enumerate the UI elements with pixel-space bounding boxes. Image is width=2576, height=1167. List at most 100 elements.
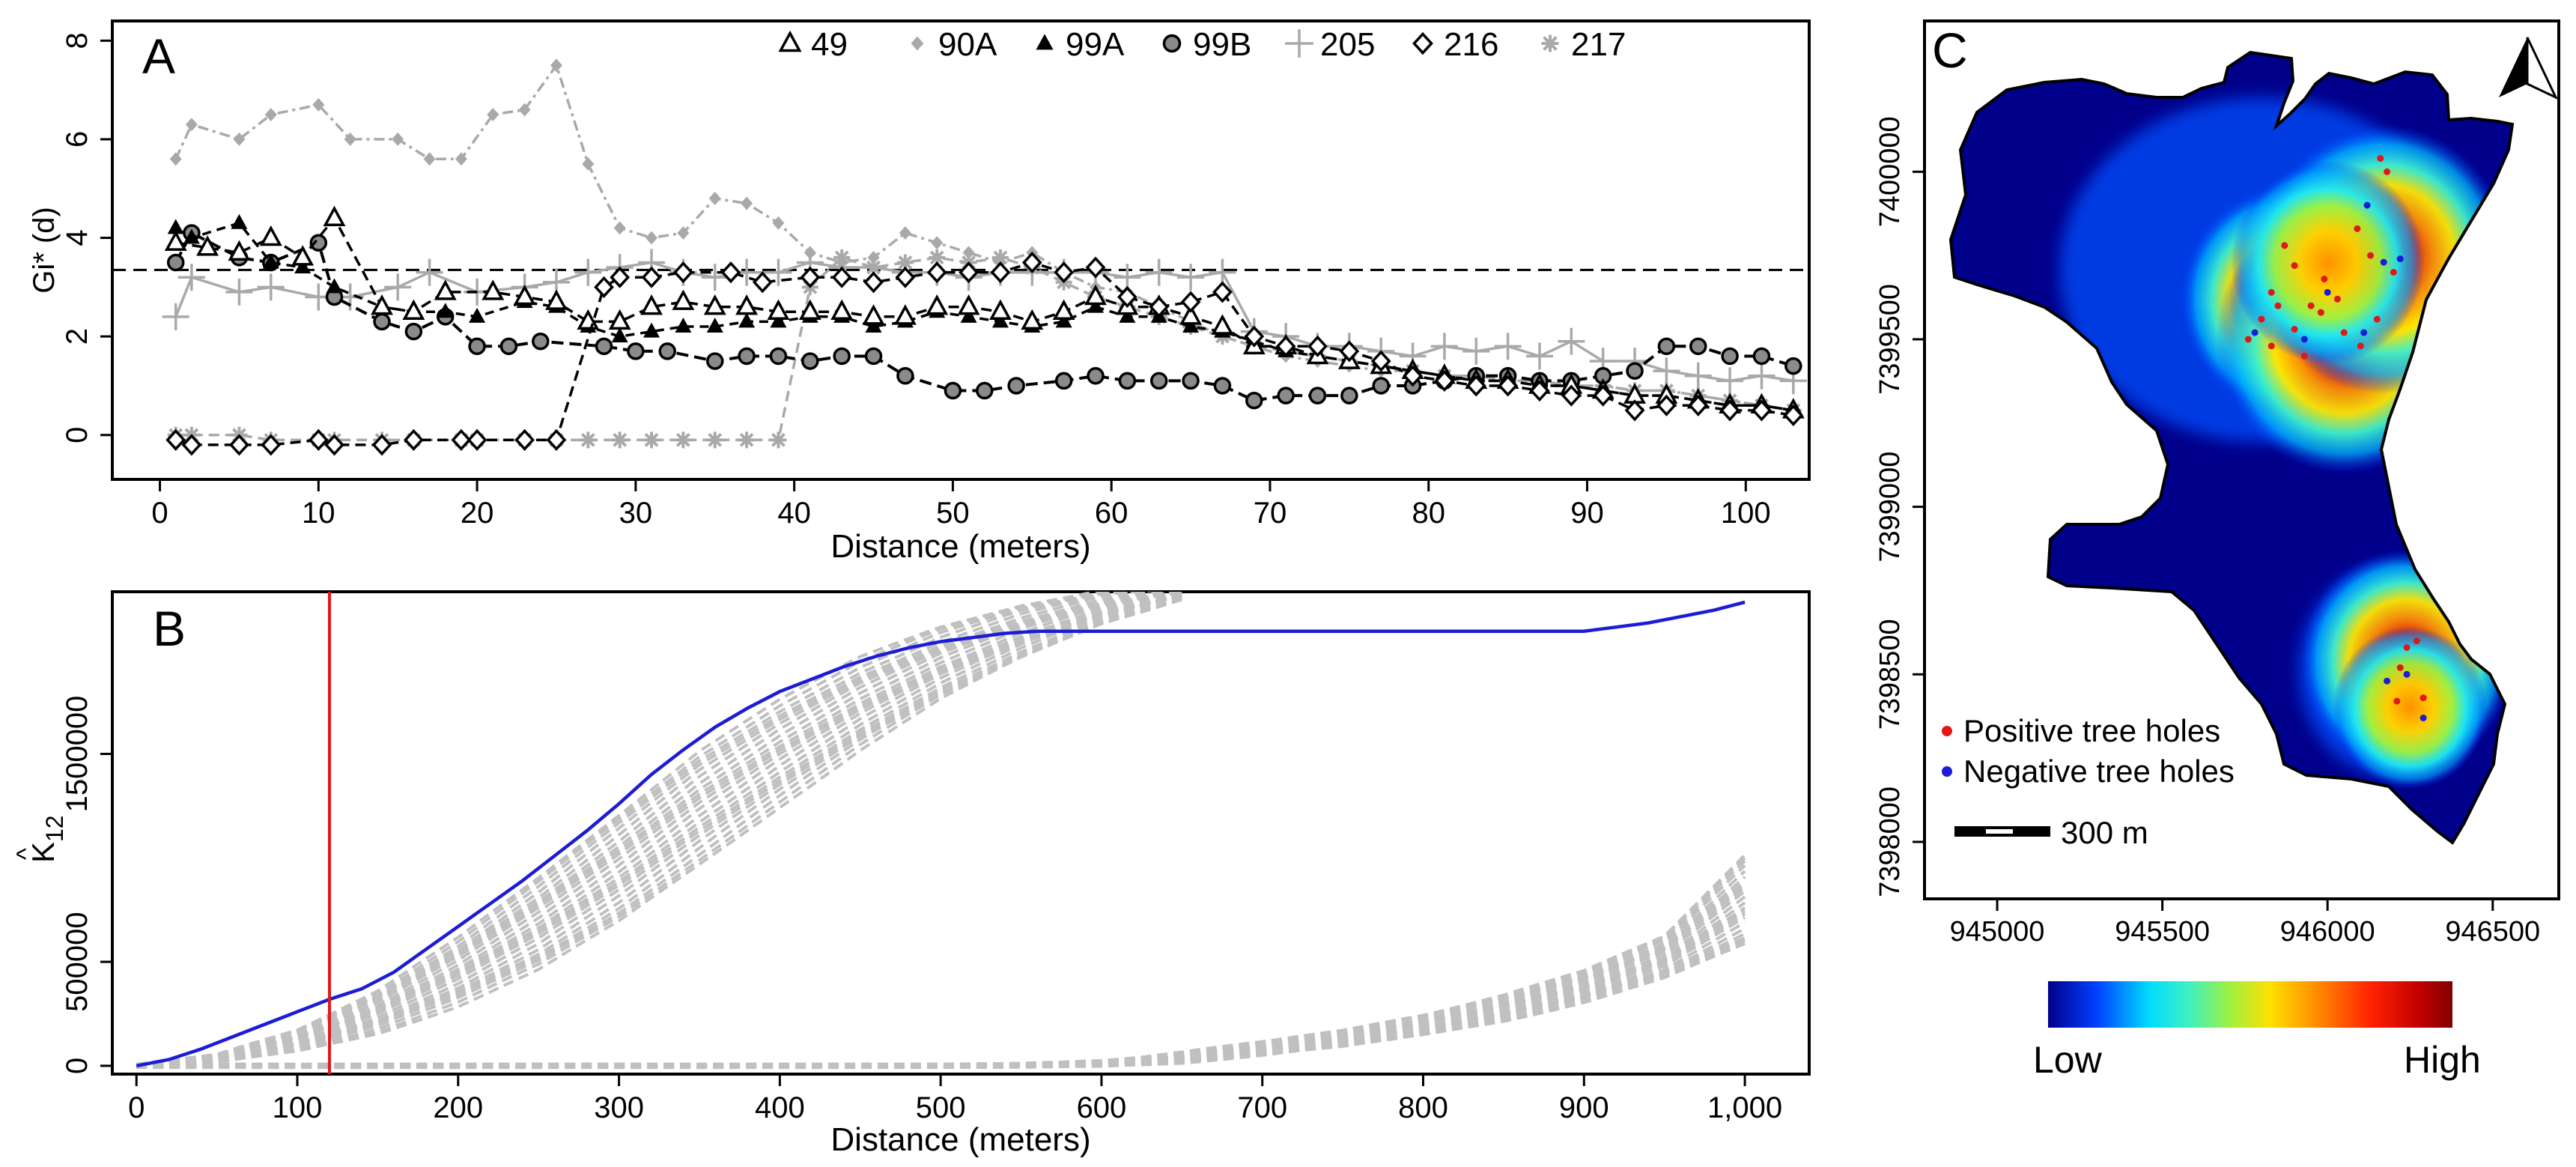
panel-b-ylabel-sub: 12: [41, 815, 68, 842]
legend-label: 217: [1571, 26, 1626, 63]
data-point: [929, 249, 946, 266]
simulation-line: [136, 883, 1746, 1070]
data-point: [833, 347, 851, 366]
data-point: [1752, 399, 1772, 422]
y-tick-label: 500000: [61, 912, 94, 1011]
legend-symbol: [1162, 34, 1182, 53]
hotspot: [2230, 160, 2425, 365]
positive-point: [2244, 336, 2252, 343]
data-point: [166, 253, 185, 272]
positive-point: [2258, 315, 2265, 323]
north-arrow-icon: [2499, 37, 2559, 100]
data-point: [594, 276, 614, 298]
data-point: [324, 434, 344, 456]
data-point: [770, 431, 787, 449]
data-point: [706, 318, 723, 333]
legend-negative-label: Negative tree holes: [1963, 754, 2235, 789]
data-point: [1430, 333, 1458, 360]
data-point: [1007, 377, 1025, 395]
data-point: [371, 294, 393, 315]
simulation-line: [136, 596, 1182, 1066]
data-point: [1117, 285, 1137, 309]
data-point: [675, 318, 692, 333]
simulation-line: [136, 594, 1182, 1069]
x-tick-label: 100: [273, 1091, 323, 1124]
y-tick-label: 4: [61, 229, 94, 246]
data-point: [373, 312, 391, 331]
simulation-line: [136, 854, 1746, 1070]
simulation-line: [136, 864, 1746, 1070]
data-point: [257, 273, 285, 301]
data-point: [608, 309, 631, 330]
panel-a-series-group: [162, 58, 1807, 456]
data-point: [312, 97, 325, 112]
data-point: [1245, 391, 1263, 410]
data-point: [1626, 362, 1644, 380]
series-90a: [169, 58, 1799, 417]
data-point: [960, 307, 977, 323]
data-point: [1182, 318, 1200, 333]
data-point: [291, 245, 315, 266]
scale-bar: 300 m: [1954, 815, 2148, 850]
positive-point: [2340, 329, 2348, 336]
x-tick-label: 50: [936, 497, 970, 530]
x-tick-label: 700: [1237, 1091, 1287, 1124]
simulation-line: [136, 592, 1152, 1068]
y-tick-label: 7399000: [1874, 452, 1906, 563]
data-point: [1748, 362, 1775, 389]
data-point: [1085, 256, 1106, 279]
data-point: [1339, 340, 1360, 363]
scale-bar-label: 300 m: [2061, 815, 2148, 850]
data-point: [1212, 281, 1233, 303]
data-point: [1177, 264, 1205, 291]
data-point: [165, 428, 186, 451]
positive-point: [2291, 326, 2298, 333]
data-point: [770, 312, 787, 328]
simulation-line: [136, 592, 1163, 1067]
data-point: [738, 312, 756, 328]
positive-point: [2367, 252, 2375, 259]
series-line-217: [175, 255, 1794, 442]
data-point: [1340, 387, 1358, 404]
data-point: [1087, 367, 1105, 385]
simulation-line: [136, 592, 1182, 1067]
negative-point: [2396, 255, 2404, 263]
positive-point: [2393, 697, 2401, 705]
x-tick-label: 200: [433, 1091, 483, 1124]
positive-point: [2300, 352, 2308, 360]
series-line-216: [175, 261, 1794, 446]
data-point: [1213, 377, 1232, 395]
negative-point: [2380, 258, 2387, 266]
data-point: [991, 312, 1009, 328]
data-point: [1529, 379, 1550, 402]
data-point: [1716, 367, 1744, 395]
data-point: [1784, 357, 1802, 375]
panel-b-letter: B: [153, 601, 186, 656]
negative-point: [2363, 201, 2371, 209]
legend-symbol: [1541, 34, 1559, 52]
x-tick-label: 900: [1559, 1091, 1609, 1124]
data-point: [1498, 375, 1519, 397]
panel-c-legend: Positive tree holes Negative tree holes: [1942, 713, 2235, 789]
data-point: [1561, 384, 1582, 407]
data-point: [1118, 372, 1137, 390]
data-point: [867, 250, 880, 264]
data-point: [1372, 377, 1390, 395]
data-point: [772, 216, 785, 230]
data-point: [1211, 314, 1234, 335]
negative-point: [2251, 329, 2258, 336]
data-point: [482, 279, 505, 300]
x-tick-label: 100: [1721, 497, 1771, 530]
data-point: [499, 337, 518, 356]
panel-a-axes: 0 10 20 30 40 50 60 70 80 90 100 0 2 4 6 8: [61, 32, 1771, 530]
panel-b-axes: 0 100 200 300 400 500 600 700 800 900 1,000 0 500000…: [61, 696, 1782, 1124]
simulation-line: [136, 592, 1182, 1067]
data-point: [167, 219, 184, 234]
data-point: [767, 299, 790, 321]
data-point: [705, 352, 724, 370]
data-point: [1593, 384, 1614, 407]
data-point: [1688, 394, 1709, 416]
data-point: [957, 294, 980, 315]
negative-point: [2300, 336, 2308, 343]
data-point: [261, 434, 282, 456]
